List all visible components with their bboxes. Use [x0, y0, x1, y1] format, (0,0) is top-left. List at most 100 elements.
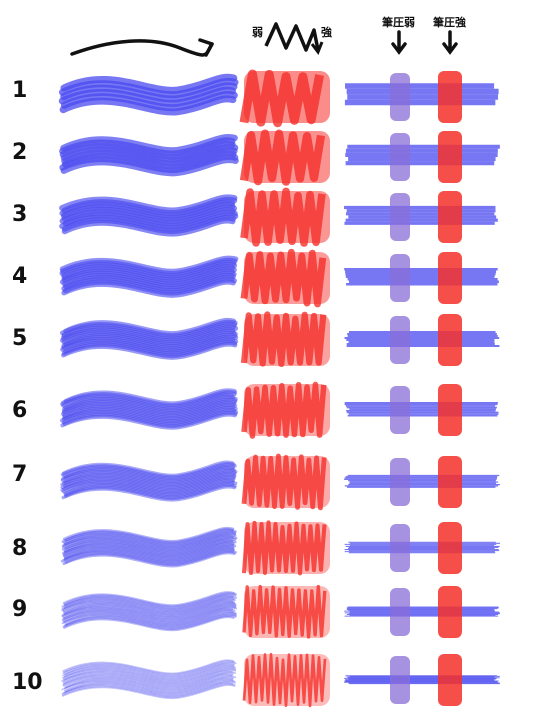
- weak-pressure-cross-10: [390, 656, 410, 704]
- blue-wave-stroke-7: [61, 470, 237, 488]
- stroke-direction-arrow: [70, 39, 214, 57]
- blue-wave-stroke-7: [63, 480, 238, 498]
- blue-wave-stroke-9: [61, 597, 235, 613]
- blue-wave-stroke-7: [63, 473, 237, 491]
- blue-wave-stroke-7: [60, 461, 236, 479]
- blue-wave-stroke-10: [61, 682, 234, 697]
- weak-pressure-cross-9: [390, 588, 410, 636]
- blue-wave-stroke-8: [63, 546, 235, 563]
- blue-wave-stroke-10: [63, 678, 234, 694]
- blue-wave-stroke-7: [61, 466, 235, 483]
- strong-pressure-cross-9: [438, 586, 462, 638]
- blue-wave-stroke-9: [63, 610, 234, 626]
- weak-pressure-cross-6: [390, 386, 410, 434]
- blue-wave-stroke-10: [62, 659, 235, 675]
- blue-wave-stroke-5: [61, 342, 238, 360]
- blue-wave-stroke-10: [62, 683, 236, 699]
- blue-wave-stroke-9: [61, 611, 237, 627]
- red-scribble-stroke-3: [240, 187, 326, 247]
- blue-wave-stroke-9: [62, 591, 235, 607]
- blue-wave-stroke-10: [62, 666, 236, 682]
- blue-wave-stroke-7: [62, 479, 235, 496]
- strong-pressure-cross-3: [438, 191, 462, 243]
- blue-wave-stroke-9: [63, 606, 238, 622]
- blue-wave-stroke-8: [64, 528, 234, 545]
- blue-wave-stroke-8: [61, 537, 237, 554]
- blue-wave-stroke-10: [62, 670, 233, 686]
- strong-pressure-cross-6: [438, 384, 462, 436]
- blue-wave-stroke-8: [63, 530, 237, 547]
- blue-wave-stroke-8: [63, 538, 234, 555]
- red-scribble-stroke-1: [239, 69, 325, 128]
- blue-wave-stroke-10: [63, 668, 237, 683]
- blue-wave-stroke-1: [58, 78, 239, 99]
- blue-wave-stroke-10: [62, 661, 237, 677]
- blue-wave-stroke-8: [62, 526, 235, 543]
- blue-wave-stroke-8: [60, 548, 235, 565]
- blue-wave-stroke-7: [64, 482, 235, 499]
- strong-pressure-cross-8: [438, 522, 462, 574]
- red-scribble-stroke-9: [242, 584, 327, 639]
- blue-wave-stroke-9: [61, 594, 234, 611]
- zigzag-arrowhead: [310, 41, 324, 56]
- row-number-4: 4: [12, 264, 28, 289]
- weak-pressure-cross-8: [390, 524, 410, 572]
- blue-wave-stroke-7: [64, 483, 237, 501]
- blue-wave-stroke-7: [63, 469, 238, 486]
- blue-wave-stroke-9: [62, 608, 236, 625]
- blue-wave-stroke-10: [63, 674, 233, 690]
- blue-wave-stroke-10: [61, 677, 234, 693]
- red-scribble-stroke-7: [241, 453, 327, 511]
- stroke-direction-arrowhead: [198, 38, 214, 57]
- strong-pressure-arrow: [442, 30, 458, 55]
- blue-wave-stroke-8: [63, 532, 237, 548]
- blue-wave-stroke-9: [61, 604, 237, 620]
- blue-wave-stroke-7: [60, 474, 236, 492]
- row-number-6: 6: [12, 398, 28, 423]
- pen-pressure-strong-label: 筆圧強: [433, 16, 466, 29]
- red-scribble-stroke-4: [240, 248, 327, 308]
- zigzag-pressure-icon: [264, 22, 320, 52]
- weak-pressure-arrow: [391, 30, 407, 55]
- blue-wave-stroke-9: [63, 600, 236, 616]
- blue-wave-stroke-8: [64, 550, 237, 567]
- blue-wave-stroke-2: [60, 156, 239, 177]
- blue-wave-stroke-1: [60, 82, 238, 103]
- weak-pressure-cross-3: [390, 193, 410, 241]
- row-number-5: 5: [12, 326, 28, 351]
- blue-wave-stroke-8: [62, 551, 236, 568]
- blue-wave-stroke-9: [62, 614, 237, 631]
- blue-wave-stroke-7: [63, 464, 235, 482]
- red-scribble-stroke-6: [241, 381, 327, 439]
- blue-wave-stroke-10: [62, 665, 236, 681]
- strong-pressure-cross-4: [438, 252, 462, 304]
- blue-wave-stroke-10: [62, 673, 233, 689]
- blue-wave-stroke-9: [62, 602, 237, 619]
- blue-wave-stroke-9: [63, 615, 235, 632]
- blue-wave-stroke-8: [62, 542, 235, 559]
- blue-wave-stroke-8: [63, 539, 237, 556]
- blue-wave-stroke-10: [63, 681, 236, 696]
- blue-wave-stroke-10: [61, 684, 236, 700]
- blue-wave-stroke-8: [63, 547, 236, 564]
- blue-wave-stroke-10: [64, 676, 235, 692]
- blue-wave-stroke-10: [62, 671, 237, 687]
- blue-wave-stroke-8: [61, 529, 237, 546]
- blue-wave-stroke-8: [62, 543, 237, 560]
- blue-wave-stroke-10: [64, 662, 235, 678]
- blue-wave-stroke-9: [64, 613, 237, 629]
- weak-pressure-cross-4: [390, 254, 410, 302]
- blue-wave-stroke-10: [64, 679, 236, 695]
- strong-pressure-cross-1: [438, 71, 462, 123]
- blue-wave-stroke-8: [62, 533, 237, 550]
- weak-label: 弱: [252, 26, 263, 39]
- blue-wave-stroke-1: [60, 73, 238, 94]
- blue-wave-stroke-6: [60, 412, 237, 430]
- strong-pressure-cross-5: [438, 314, 462, 366]
- blue-wave-stroke-9: [61, 607, 234, 624]
- blue-wave-stroke-10: [63, 660, 235, 676]
- blue-wave-stroke-9: [62, 605, 237, 621]
- blue-wave-stroke-7: [62, 476, 236, 493]
- blue-wave-stroke-9: [61, 598, 236, 614]
